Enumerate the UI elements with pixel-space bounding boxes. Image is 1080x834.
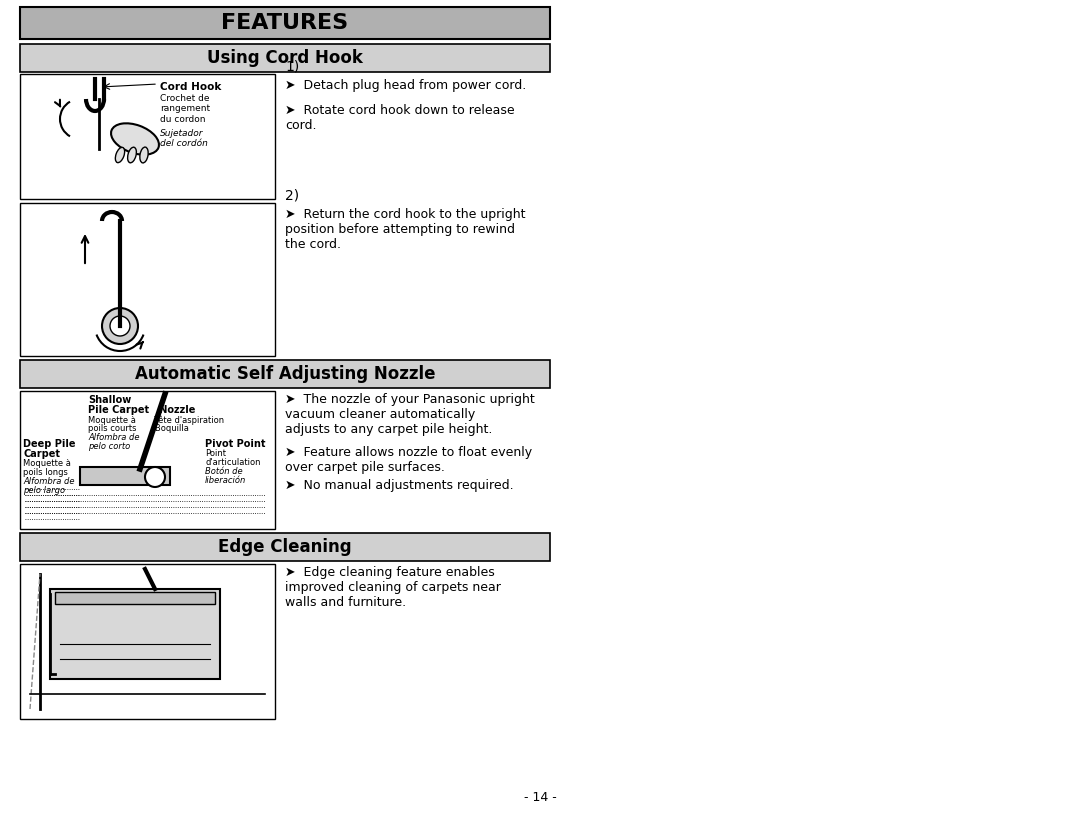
Ellipse shape (116, 148, 124, 163)
Bar (21, 44, 550, 72)
Text: Alfombra de: Alfombra de (23, 477, 75, 486)
Text: Sujetador
del cordón: Sujetador del cordón (160, 129, 207, 148)
Bar (55, 592, 215, 604)
Bar (21, 74, 275, 199)
Circle shape (145, 467, 165, 487)
Circle shape (102, 308, 138, 344)
FancyArrowPatch shape (82, 236, 89, 264)
Text: ➤  Rotate cord hook down to release
cord.: ➤ Rotate cord hook down to release cord. (285, 104, 515, 132)
Text: 1): 1) (285, 59, 299, 73)
Bar (21, 7, 550, 39)
Bar (50, 589, 220, 679)
FancyArrowPatch shape (136, 342, 144, 349)
Text: d'articulation: d'articulation (205, 458, 260, 467)
Text: poils longs: poils longs (23, 468, 68, 477)
Text: FEATURES: FEATURES (221, 13, 349, 33)
Text: poils courts       Boquilla: poils courts Boquilla (87, 424, 189, 433)
Text: pelo corto: pelo corto (87, 442, 131, 451)
Bar (80, 467, 170, 485)
FancyArrowPatch shape (55, 100, 60, 107)
Ellipse shape (111, 123, 159, 154)
Ellipse shape (127, 148, 136, 163)
Bar (21, 391, 275, 529)
Text: - 14 -: - 14 - (524, 791, 556, 804)
Text: Botón de: Botón de (205, 467, 243, 476)
Text: Moquette à       Tête d'aspiration: Moquette à Tête d'aspiration (87, 415, 225, 425)
Text: ➤  Detach plug head from power cord.: ➤ Detach plug head from power cord. (285, 79, 526, 92)
Bar (21, 564, 275, 719)
Text: ➤  No manual adjustments required.: ➤ No manual adjustments required. (285, 479, 514, 492)
Text: 2): 2) (285, 188, 299, 202)
Text: ➤  The nozzle of your Panasonic upright
vacuum cleaner automatically
adjusts to : ➤ The nozzle of your Panasonic upright v… (285, 393, 535, 436)
Text: ➤  Return the cord hook to the upright
position before attempting to rewind
the : ➤ Return the cord hook to the upright po… (285, 208, 526, 251)
Bar (21, 533, 550, 561)
Text: Crochet de
rangement
du cordon: Crochet de rangement du cordon (160, 94, 211, 123)
Ellipse shape (139, 147, 148, 163)
Text: Cord Hook: Cord Hook (160, 82, 221, 92)
Text: Deep Pile: Deep Pile (23, 439, 76, 449)
Text: Moquette à: Moquette à (23, 459, 71, 468)
Text: Edge Cleaning: Edge Cleaning (218, 538, 352, 556)
Text: Pile Carpet   Nozzle: Pile Carpet Nozzle (87, 405, 195, 415)
Text: Point: Point (205, 449, 226, 458)
Circle shape (110, 316, 130, 336)
Text: ➤  Edge cleaning feature enables
improved cleaning of carpets near
walls and fur: ➤ Edge cleaning feature enables improved… (285, 566, 501, 609)
Bar (21, 203, 275, 356)
Text: ➤  Feature allows nozzle to float evenly
over carpet pile surfaces.: ➤ Feature allows nozzle to float evenly … (285, 446, 532, 474)
Text: liberación: liberación (205, 476, 246, 485)
Text: Automatic Self Adjusting Nozzle: Automatic Self Adjusting Nozzle (135, 365, 435, 383)
Text: Pivot Point: Pivot Point (205, 439, 266, 449)
Text: pelo largo: pelo largo (23, 486, 65, 495)
Text: Shallow: Shallow (87, 395, 132, 405)
Text: Using Cord Hook: Using Cord Hook (207, 49, 363, 67)
Text: Alfombra de: Alfombra de (87, 433, 139, 442)
Bar (21, 360, 550, 388)
Text: Carpet: Carpet (23, 449, 60, 459)
